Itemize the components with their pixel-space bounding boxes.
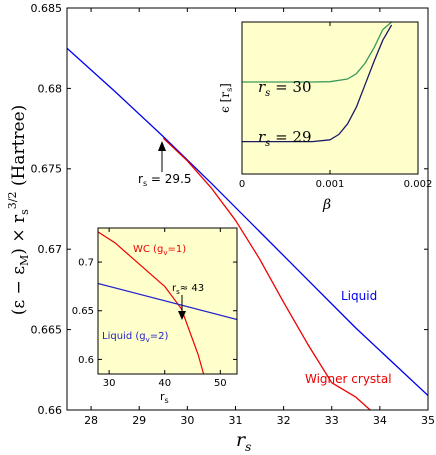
inset-left-xtick-label-50: 50 xyxy=(214,378,227,389)
main-xtick-label-29: 29 xyxy=(132,414,146,427)
main-xtick-label-33: 33 xyxy=(325,414,339,427)
inset-left-series-wc-g-v-1 xyxy=(98,231,205,374)
main-ytick-label-0-66: 0.66 xyxy=(38,404,63,417)
main-ytick-label-0-67: 0.67 xyxy=(38,243,63,256)
rs-43-label-sub: s xyxy=(176,288,180,296)
inset-right-plot-area xyxy=(242,22,418,174)
rs-29.5-arrowhead xyxy=(158,141,166,151)
liquid-gv2-label: Liquid (gv=2) xyxy=(102,331,168,344)
main-ylabel-p4: 3/2 xyxy=(6,192,19,210)
main-xtick-label-28: 28 xyxy=(84,414,98,427)
main-ytick-label-0-675: 0.675 xyxy=(31,163,63,176)
liquid-gv2-label-rest: =2) xyxy=(150,331,169,342)
main-ylabel-p5: (Hartree) xyxy=(9,105,29,192)
main-ylabel-p0: (ε − ε xyxy=(9,266,29,315)
inset-right-ylabel-p1: s xyxy=(225,88,234,92)
rs-29.5-annotation: rs = 29.5 xyxy=(138,141,192,188)
inset-left-xtick-label-30: 30 xyxy=(103,378,116,389)
main-xtick-label-30: 30 xyxy=(180,414,194,427)
rs-43-annotation: rs≈ 43 xyxy=(172,283,204,320)
main-ylabel-p2: ) × r xyxy=(9,214,29,255)
main-xtick-label-35: 35 xyxy=(421,414,435,427)
inset-left-ytick-label-0-65: 0.65 xyxy=(72,306,94,317)
inset-right-ylabel-p2: ] xyxy=(218,83,232,88)
wc-gv1-label-main: WC (g xyxy=(133,244,163,255)
main-ytick-label-0-665: 0.665 xyxy=(31,323,63,336)
liquid-gv2-label-main: Liquid (g xyxy=(102,331,146,342)
rs29-label-rest: = 29 xyxy=(270,128,311,146)
main-ticks: 28 29 30 31 32 33 34 35 0.66 0.665 0.67 0.675 0.68 0.… xyxy=(31,2,436,427)
rs30-label-rest: = 30 xyxy=(270,78,311,96)
rs-43-arrowhead xyxy=(178,311,186,320)
main-series xyxy=(67,47,428,410)
inset-right-xlabel: β xyxy=(322,197,331,213)
inset-left-xtick-label-40: 40 xyxy=(158,378,171,389)
wc-gv1-label-sub: v xyxy=(163,249,167,257)
rs30-label-sub: s xyxy=(265,88,270,99)
main-xtick-label-31: 31 xyxy=(228,414,242,427)
rs29-label-sub: s xyxy=(265,138,270,149)
inset-right-xtick-label-0: 0 xyxy=(239,179,245,190)
wigner-crystal-label: Wigner crystal xyxy=(305,372,392,386)
rs-43-label-r: r xyxy=(172,283,177,294)
main-series-liquid xyxy=(67,47,428,396)
main-xtick-label-32: 32 xyxy=(277,414,291,427)
inset-right-ylabel-p0: ϵ [r xyxy=(218,92,232,113)
inset-left-chart: 30 40 500.60.650.7 WC (gv=1) Liquid (gv=2)… xyxy=(72,227,238,405)
inset-left-ticks: 30 40 50 0.6 0.65 0.7 xyxy=(72,228,237,389)
inset-left-ytick-label-0-7: 0.7 xyxy=(78,258,94,269)
inset-right-xtick-label-0-001: 0.001 xyxy=(316,179,345,190)
rs-29.5-label-sub: s xyxy=(143,179,147,188)
inset-right-ylabel: ϵ [rs] xyxy=(218,83,234,113)
wc-gv1-label: WC (gv=1) xyxy=(133,244,186,257)
rs-29.5-label-rest: = 29.5 xyxy=(147,172,191,186)
inset-right-series-r-s-30 xyxy=(242,22,393,83)
rs29-label-r: r xyxy=(258,128,266,146)
liquid-label: Liquid xyxy=(341,289,377,303)
main-ylabel-p3: s xyxy=(18,209,31,215)
inset-left-series xyxy=(98,231,237,374)
inset-left-frame xyxy=(97,227,238,375)
inset-right-frame xyxy=(241,21,419,175)
rs30-label: rs = 30 xyxy=(258,78,312,99)
main-series-wigner-crystal xyxy=(162,137,371,410)
inset-left-xlabel-r: r xyxy=(160,390,165,403)
main-plot-frame xyxy=(66,7,429,411)
main-xtick-label-34: 34 xyxy=(373,414,387,427)
main-ytick-label-0-68: 0.68 xyxy=(38,82,63,95)
inset-right-series-r-s-29 xyxy=(242,24,393,143)
main-xlabel-r: r xyxy=(236,429,247,451)
main-ylabel-p1: M xyxy=(18,255,31,266)
main-ylabel: (ε − εM) × rs3/2 (Hartree) xyxy=(6,105,31,316)
inset-right-chart: 0 0.001 0.002 rs = 30 rs = 29 β ϵ [rs] xyxy=(218,21,433,213)
inset-left-ytick-label-0-6: 0.6 xyxy=(78,355,94,366)
rs30-label-r: r xyxy=(258,78,266,96)
inset-left-xlabel-sub: s xyxy=(165,396,169,405)
inset-left-xlabel: rs xyxy=(160,390,169,405)
wc-gv1-label-rest: =1) xyxy=(167,244,186,255)
rs-43-label: rs≈ 43 xyxy=(172,283,204,296)
main-xlabel: rs xyxy=(236,429,251,454)
rs-29.5-label-r: r xyxy=(138,172,143,186)
inset-right-xtick-label-0-002: 0.002 xyxy=(404,179,433,190)
liquid-gv2-label-sub: v xyxy=(146,336,150,344)
main-xlabel-sub: s xyxy=(245,440,251,454)
inset-right-series xyxy=(242,22,393,143)
rs-43-label-rest: ≈ 43 xyxy=(180,283,204,294)
rs29-label: rs = 29 xyxy=(258,128,312,149)
inset-left-series-liquid-g-v-2 xyxy=(98,282,237,321)
main-ytick-label-0-685: 0.685 xyxy=(31,2,63,15)
rs-29.5-label: rs = 29.5 xyxy=(138,172,192,188)
